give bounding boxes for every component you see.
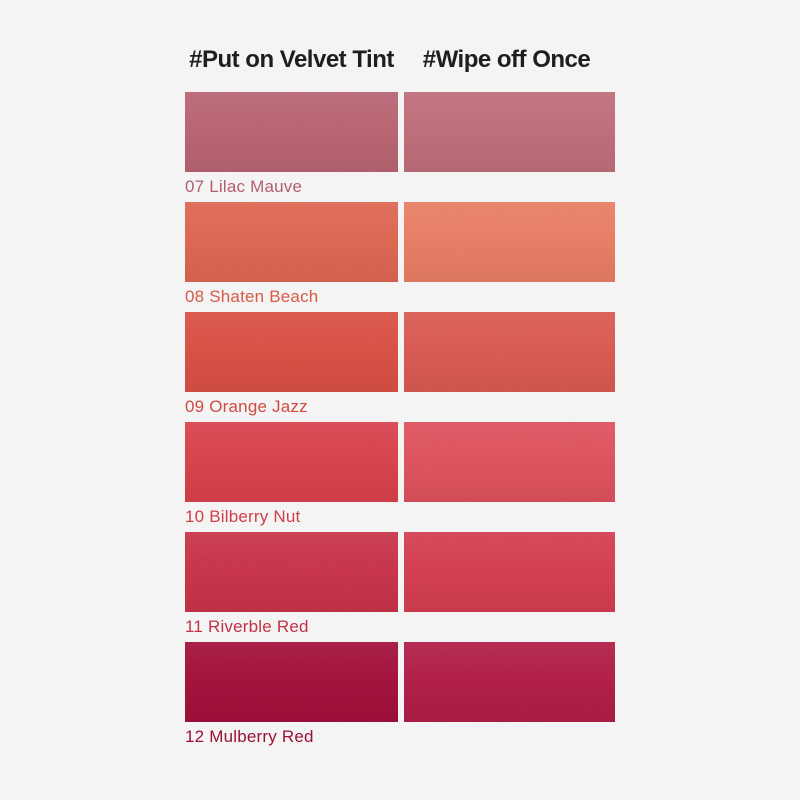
shade-row-09: 09 Orange Jazz (185, 312, 615, 422)
swatch-pair (185, 642, 615, 722)
swatch-pair (185, 422, 615, 502)
shade-row-07: 07 Lilac Mauve (185, 92, 615, 202)
swatch-velvet-tint (185, 92, 398, 172)
swatch-pair (185, 312, 615, 392)
shade-label: 08 Shaten Beach (185, 287, 319, 306)
swatch-pair (185, 532, 615, 612)
swatch-wipe-off (404, 312, 615, 392)
swatch-texture (185, 312, 398, 392)
shade-row-08: 08 Shaten Beach (185, 202, 615, 312)
swatch-texture (185, 642, 398, 722)
shade-label: 07 Lilac Mauve (185, 177, 303, 196)
shade-label: 11 Riverble Red (185, 617, 309, 636)
swatch-velvet-tint (185, 312, 398, 392)
swatch-velvet-tint (185, 532, 398, 612)
swatch-velvet-tint (185, 422, 398, 502)
swatch-texture (404, 202, 615, 282)
swatch-texture (404, 642, 615, 722)
swatch-wipe-off (404, 642, 615, 722)
shade-row-12: 12 Mulberry Red (185, 642, 615, 752)
swatch-pair (185, 92, 615, 172)
swatch-texture (185, 532, 398, 612)
swatch-velvet-tint (185, 642, 398, 722)
swatch-pair (185, 202, 615, 282)
swatch-texture (185, 92, 398, 172)
swatch-texture (404, 422, 615, 502)
shade-label: 12 Mulberry Red (185, 727, 314, 746)
column-headers: #Put on Velvet Tint #Wipe off Once (185, 46, 615, 74)
swatch-wipe-off (404, 532, 615, 612)
column-header-wipe-off: #Wipe off Once (422, 46, 591, 73)
swatch-wipe-off (404, 422, 615, 502)
swatch-texture (404, 532, 615, 612)
swatch-texture (404, 312, 615, 392)
swatch-texture (404, 92, 615, 172)
shade-rows: 07 Lilac Mauve 08 Shaten Beach (185, 92, 615, 752)
shade-row-11: 11 Riverble Red (185, 532, 615, 642)
shade-label: 10 Bilberry Nut (185, 507, 301, 526)
shade-label: 09 Orange Jazz (185, 397, 308, 416)
swatch-wipe-off (404, 202, 615, 282)
swatch-velvet-tint (185, 202, 398, 282)
swatch-wipe-off (404, 92, 615, 172)
column-header-velvet-tint: #Put on Velvet Tint (189, 46, 394, 73)
shade-row-10: 10 Bilberry Nut (185, 422, 615, 532)
swatch-texture (185, 422, 398, 502)
swatch-texture (185, 202, 398, 282)
